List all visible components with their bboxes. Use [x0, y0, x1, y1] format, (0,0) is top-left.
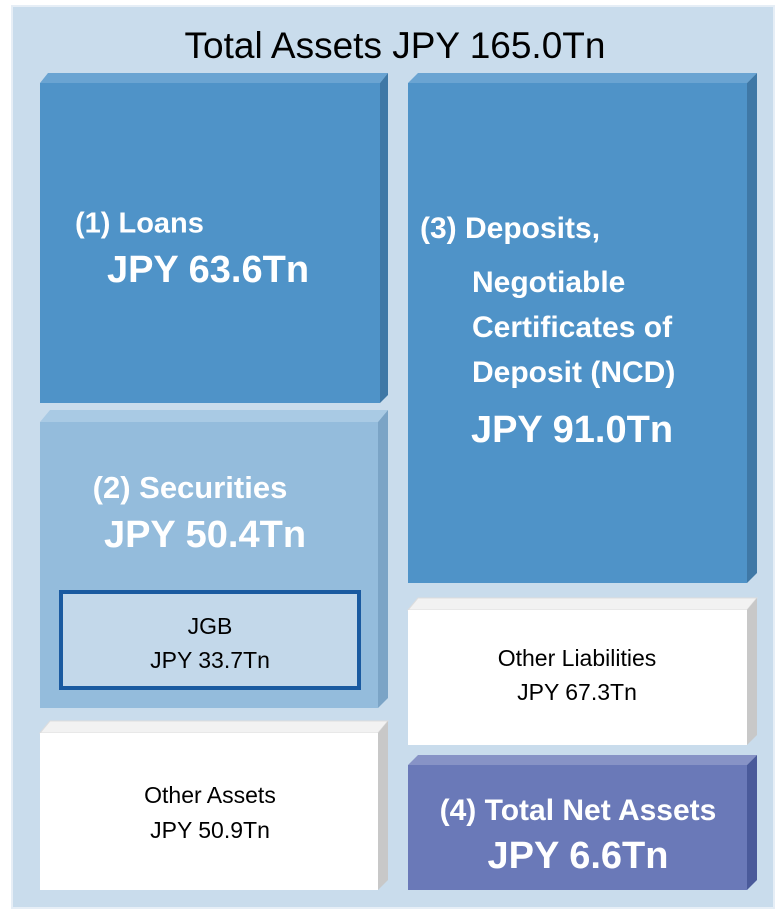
other-assets-box	[38, 720, 390, 890]
loans-box	[40, 73, 388, 403]
jgb-amount: JPY 33.7Tn	[150, 647, 270, 673]
loans-label: (1) Loans	[75, 208, 204, 240]
other-liabilities-box	[406, 597, 759, 745]
deposits-box	[408, 73, 757, 583]
securities-label: (2) Securities	[93, 470, 288, 505]
deposits-label-line: Negotiable	[472, 266, 625, 299]
deposits-label-line: (3) Deposits,	[420, 212, 600, 245]
net-assets-amount: JPY 6.6Tn	[488, 835, 669, 877]
net-assets-label: (4) Total Net Assets	[440, 794, 717, 827]
loans-amount: JPY 63.6Tn	[107, 249, 309, 291]
title: Total Assets JPY 165.0Tn	[185, 25, 606, 66]
securities-amount: JPY 50.4Tn	[104, 514, 306, 556]
other-liabilities-amount: JPY 67.3Tn	[517, 679, 637, 705]
deposits-label-line: Certificates of	[472, 311, 673, 344]
other-assets-label: Other Assets	[144, 782, 276, 808]
other-assets-amount: JPY 50.9Tn	[150, 817, 270, 843]
deposits-label-line: Deposit (NCD)	[472, 356, 675, 389]
jgb-box	[59, 590, 361, 690]
jgb-label: JGB	[188, 613, 233, 639]
deposits-amount: JPY 91.0Tn	[471, 409, 673, 451]
other-liabilities-label: Other Liabilities	[498, 645, 657, 671]
net-assets-box	[408, 755, 757, 890]
